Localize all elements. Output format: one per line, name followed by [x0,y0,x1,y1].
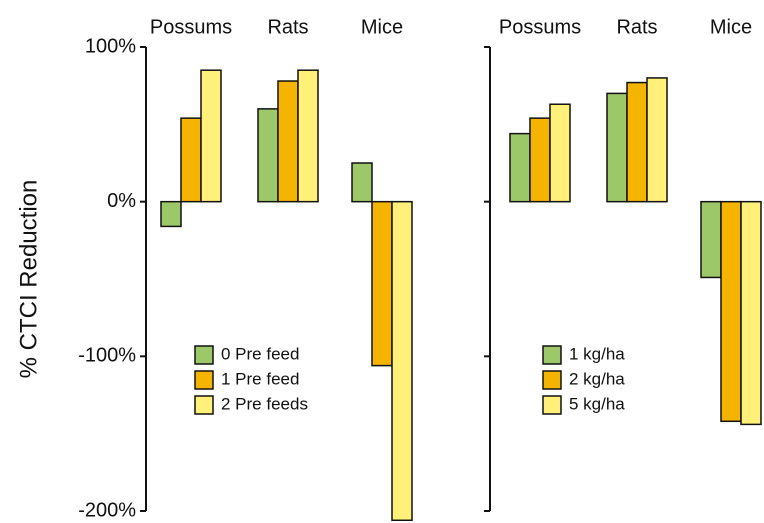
legend-swatch [194,345,214,365]
legend-label: 0 Pre feed [221,344,299,363]
bar [529,117,551,203]
y-axis-title: % CTCI Reduction [15,180,42,379]
bar [160,200,182,228]
legend-label: 1 kg/ha [569,344,625,363]
legend-label: 2 Pre feeds [221,394,308,413]
y-tick-label: 100% [85,35,136,57]
legend-swatch [542,395,562,415]
bar [391,200,413,522]
bar [549,103,571,203]
bar [351,162,373,203]
bar [200,69,222,203]
category-label: Possums [150,16,232,38]
bar [371,200,393,367]
category-label: Mice [710,16,752,38]
bar [740,200,762,426]
category-label: Rats [616,16,657,38]
bar [277,80,299,203]
bar [509,132,531,203]
bar [297,69,319,203]
legend-swatch [194,395,214,415]
bar [646,77,668,203]
legend-swatch [194,370,214,390]
category-label: Rats [267,16,308,38]
bar [720,200,742,423]
bar [606,92,628,203]
bar [180,117,202,203]
y-tick-label: 0% [107,190,136,212]
legend-label: 5 kg/ha [569,394,625,413]
legend-label: 2 kg/ha [569,369,625,388]
category-label: Mice [361,16,403,38]
legend-swatch [542,345,562,365]
legend-swatch [542,370,562,390]
bar [626,81,648,203]
legend-label: 1 Pre feed [221,369,299,388]
y-tick-label: -100% [78,345,136,367]
y-tick-label: -200% [78,499,136,521]
bar [257,108,279,203]
category-label: Possums [499,16,581,38]
bar [700,200,722,279]
